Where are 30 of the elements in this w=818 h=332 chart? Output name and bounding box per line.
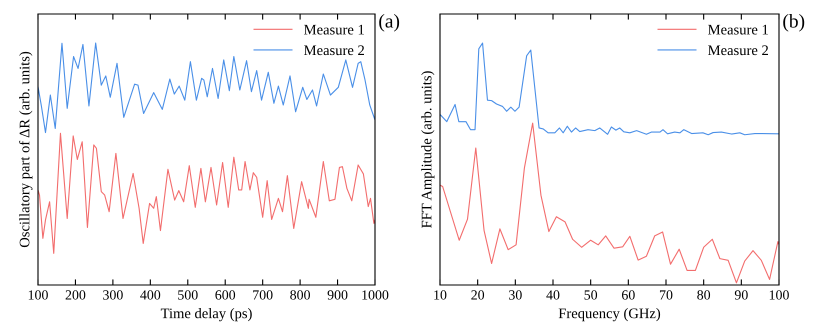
x-tick-label: 1000	[362, 290, 388, 300]
x-tick-label: 70	[660, 290, 672, 300]
x-tick-label: 50	[584, 290, 598, 300]
x-tick-label: 500	[178, 290, 198, 300]
x-tick-label: 80	[697, 290, 710, 300]
x-tick-label: 100	[770, 290, 789, 300]
text: (b)	[783, 14, 804, 32]
y-axis-title: Oscillatory part of ΔR (arb. units)	[19, 52, 32, 248]
x-tick-label: 900	[328, 290, 348, 300]
legend-label: Measure 2	[708, 45, 768, 56]
x-tick-label: 30	[509, 290, 522, 300]
x-tick-label: 40	[546, 290, 560, 300]
x-tick-label: 600	[215, 290, 236, 300]
x-tick-label: 700	[253, 290, 273, 300]
x-tick-label: 100	[28, 290, 48, 300]
text: (a)	[379, 14, 400, 32]
x-tick-label: 60	[622, 290, 635, 300]
x-axis-title: Frequency (GHz)	[558, 308, 660, 322]
x-tick-label: 800	[290, 290, 310, 300]
x-tick-label: 300	[103, 290, 123, 300]
x-axis-title: Time delay (ps)	[160, 308, 252, 322]
legend-label: Measure 2	[304, 45, 364, 56]
legend-label: Measure 1	[304, 24, 364, 35]
x-tick-label: 200	[66, 290, 86, 300]
x-tick-label: 20	[471, 290, 484, 300]
legend-label: Measure 1	[708, 24, 768, 35]
x-tick-label: 90	[734, 290, 748, 300]
y-axis-title: FFT Amplitude (arb. units)	[421, 71, 434, 228]
x-tick-label: 400	[140, 290, 160, 300]
x-tick-label: 10	[434, 290, 446, 300]
